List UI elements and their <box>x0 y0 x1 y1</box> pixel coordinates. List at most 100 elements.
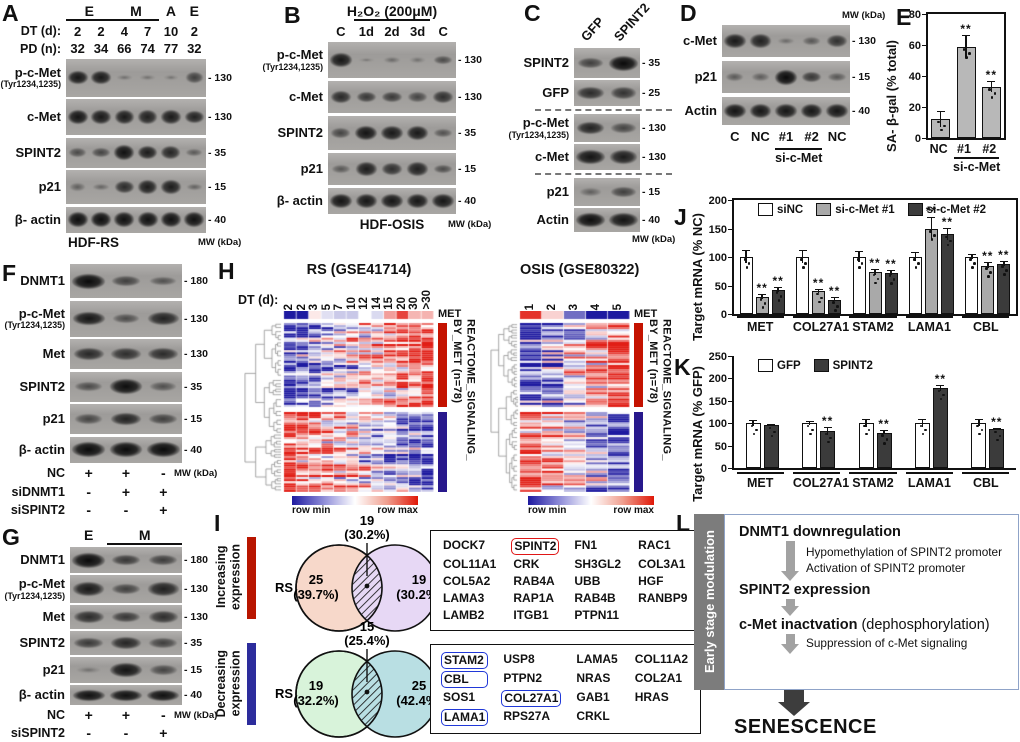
lane-group-label: H₂O₂ (200μM) <box>347 4 437 21</box>
decoration: 2 2 4 7 10 2 <box>66 24 206 39</box>
mw-kda-label: MW (kDa) <box>448 219 492 230</box>
data-point <box>836 305 839 308</box>
data-point <box>916 262 920 265</box>
venn-color-bar <box>246 642 256 725</box>
panel-letter-b: B <box>284 2 301 28</box>
gene-label: CBL <box>441 671 489 688</box>
gene-label: COL11A2 <box>634 652 689 666</box>
protein-band <box>147 582 179 596</box>
protein-band <box>609 212 638 228</box>
lane-header: C <box>336 24 346 39</box>
condition-symbol: + <box>159 502 168 518</box>
data-point <box>743 258 747 261</box>
decoration: + + - <box>70 465 182 481</box>
blot-lane <box>145 547 182 573</box>
protein-band <box>137 180 158 194</box>
y-tick <box>728 378 734 380</box>
mw-marker: - 35 <box>184 637 203 649</box>
bar <box>914 423 930 468</box>
blot-lane <box>574 80 607 106</box>
decoration: Increasing <box>214 546 228 609</box>
data-point <box>858 266 862 269</box>
senescence-label: SENESCENCE <box>734 716 877 738</box>
blot-lane <box>113 207 136 233</box>
blot-row-label: p-c-Met <box>18 576 65 592</box>
blot-row-label: p21 <box>300 161 323 177</box>
mw-marker: - 15 <box>852 71 871 83</box>
protein-band <box>774 69 798 85</box>
mw-marker: - 15 <box>458 163 477 175</box>
panel-letter-a: A <box>2 0 19 26</box>
significance-marker: ** <box>885 256 897 271</box>
blot-strip <box>574 144 640 170</box>
col-label: 14 <box>370 297 383 310</box>
blot-lane <box>607 178 640 206</box>
data-point <box>921 432 925 436</box>
y-tick <box>728 314 734 315</box>
blot-row-label: Actin <box>684 103 718 119</box>
y-tick <box>922 76 928 77</box>
data-point <box>978 432 981 436</box>
decoration: Actin <box>658 104 722 118</box>
blot-lane <box>748 61 774 93</box>
data-point <box>971 266 974 269</box>
blot-lane <box>70 301 107 337</box>
condition-symbol: + <box>159 725 168 741</box>
blot-lane <box>405 188 431 214</box>
blot-lane <box>405 42 431 78</box>
panel-h-heatmaps: RS (GSE41714) DT (d): 2 2 3 5 7 10 12 14 15 20 30 >30… <box>218 262 720 516</box>
blot-row-label: p21 <box>546 184 569 200</box>
x-group-line <box>954 157 999 159</box>
blot-lane <box>574 48 607 78</box>
data-point <box>773 430 776 434</box>
data-point <box>1003 273 1006 276</box>
gene-label: LAMA3 <box>443 591 485 605</box>
gene-label: DOCK7 <box>443 538 486 552</box>
mw-marker: - 130 <box>642 151 666 163</box>
error-bar <box>817 289 820 293</box>
error-bar <box>987 263 989 268</box>
mw-marker: - 130 <box>458 91 482 103</box>
protein-band <box>140 74 155 81</box>
protein-band <box>146 442 180 457</box>
blot-lane <box>113 170 136 204</box>
protein-band <box>356 91 377 103</box>
col-label: 7 <box>333 303 346 310</box>
bar <box>989 429 1005 468</box>
protein-band <box>67 109 88 125</box>
gene-label: USP8 <box>503 652 535 666</box>
lane-header: 77 <box>163 41 179 56</box>
data-point <box>824 432 828 436</box>
y-tick <box>728 257 734 258</box>
protein-band <box>608 55 639 71</box>
data-point <box>872 273 876 277</box>
data-point <box>761 306 765 309</box>
blot-lane <box>607 208 640 232</box>
mw-marker: - 15 <box>184 413 203 425</box>
data-point <box>929 229 932 233</box>
y-tick-label: 20 <box>908 102 921 114</box>
protein-band <box>723 103 746 119</box>
blot-lane <box>107 264 144 298</box>
data-point <box>865 432 868 436</box>
y-tick-label: 150 <box>708 223 727 236</box>
decoration: Met <box>2 347 70 361</box>
decoration: p21 <box>2 663 70 677</box>
decoration: p21 <box>496 185 574 199</box>
decoration <box>785 599 795 606</box>
decoration: Met <box>2 610 70 624</box>
plot-area: 0 20 40 60 80 ** ** <box>909 9 1006 145</box>
blot-lane <box>70 339 107 369</box>
protein-band <box>114 212 135 227</box>
blot-lane <box>145 657 182 683</box>
protein-band <box>75 414 103 424</box>
blot-lane <box>145 264 182 298</box>
blot-lane <box>574 208 607 232</box>
legend-max-label: row max <box>613 505 654 516</box>
condition-symbol: - <box>123 502 129 518</box>
decoration: Hypomethylation of SPINT2 promoter Activa… <box>781 541 1018 581</box>
panel-l-mechanism-diagram: Early stage modulation DNMT1 downregulati… <box>692 512 1020 742</box>
blot-row-label: β- actin <box>18 687 65 703</box>
blot-lane <box>89 99 112 135</box>
header-row-label: DT (d): <box>20 24 61 38</box>
